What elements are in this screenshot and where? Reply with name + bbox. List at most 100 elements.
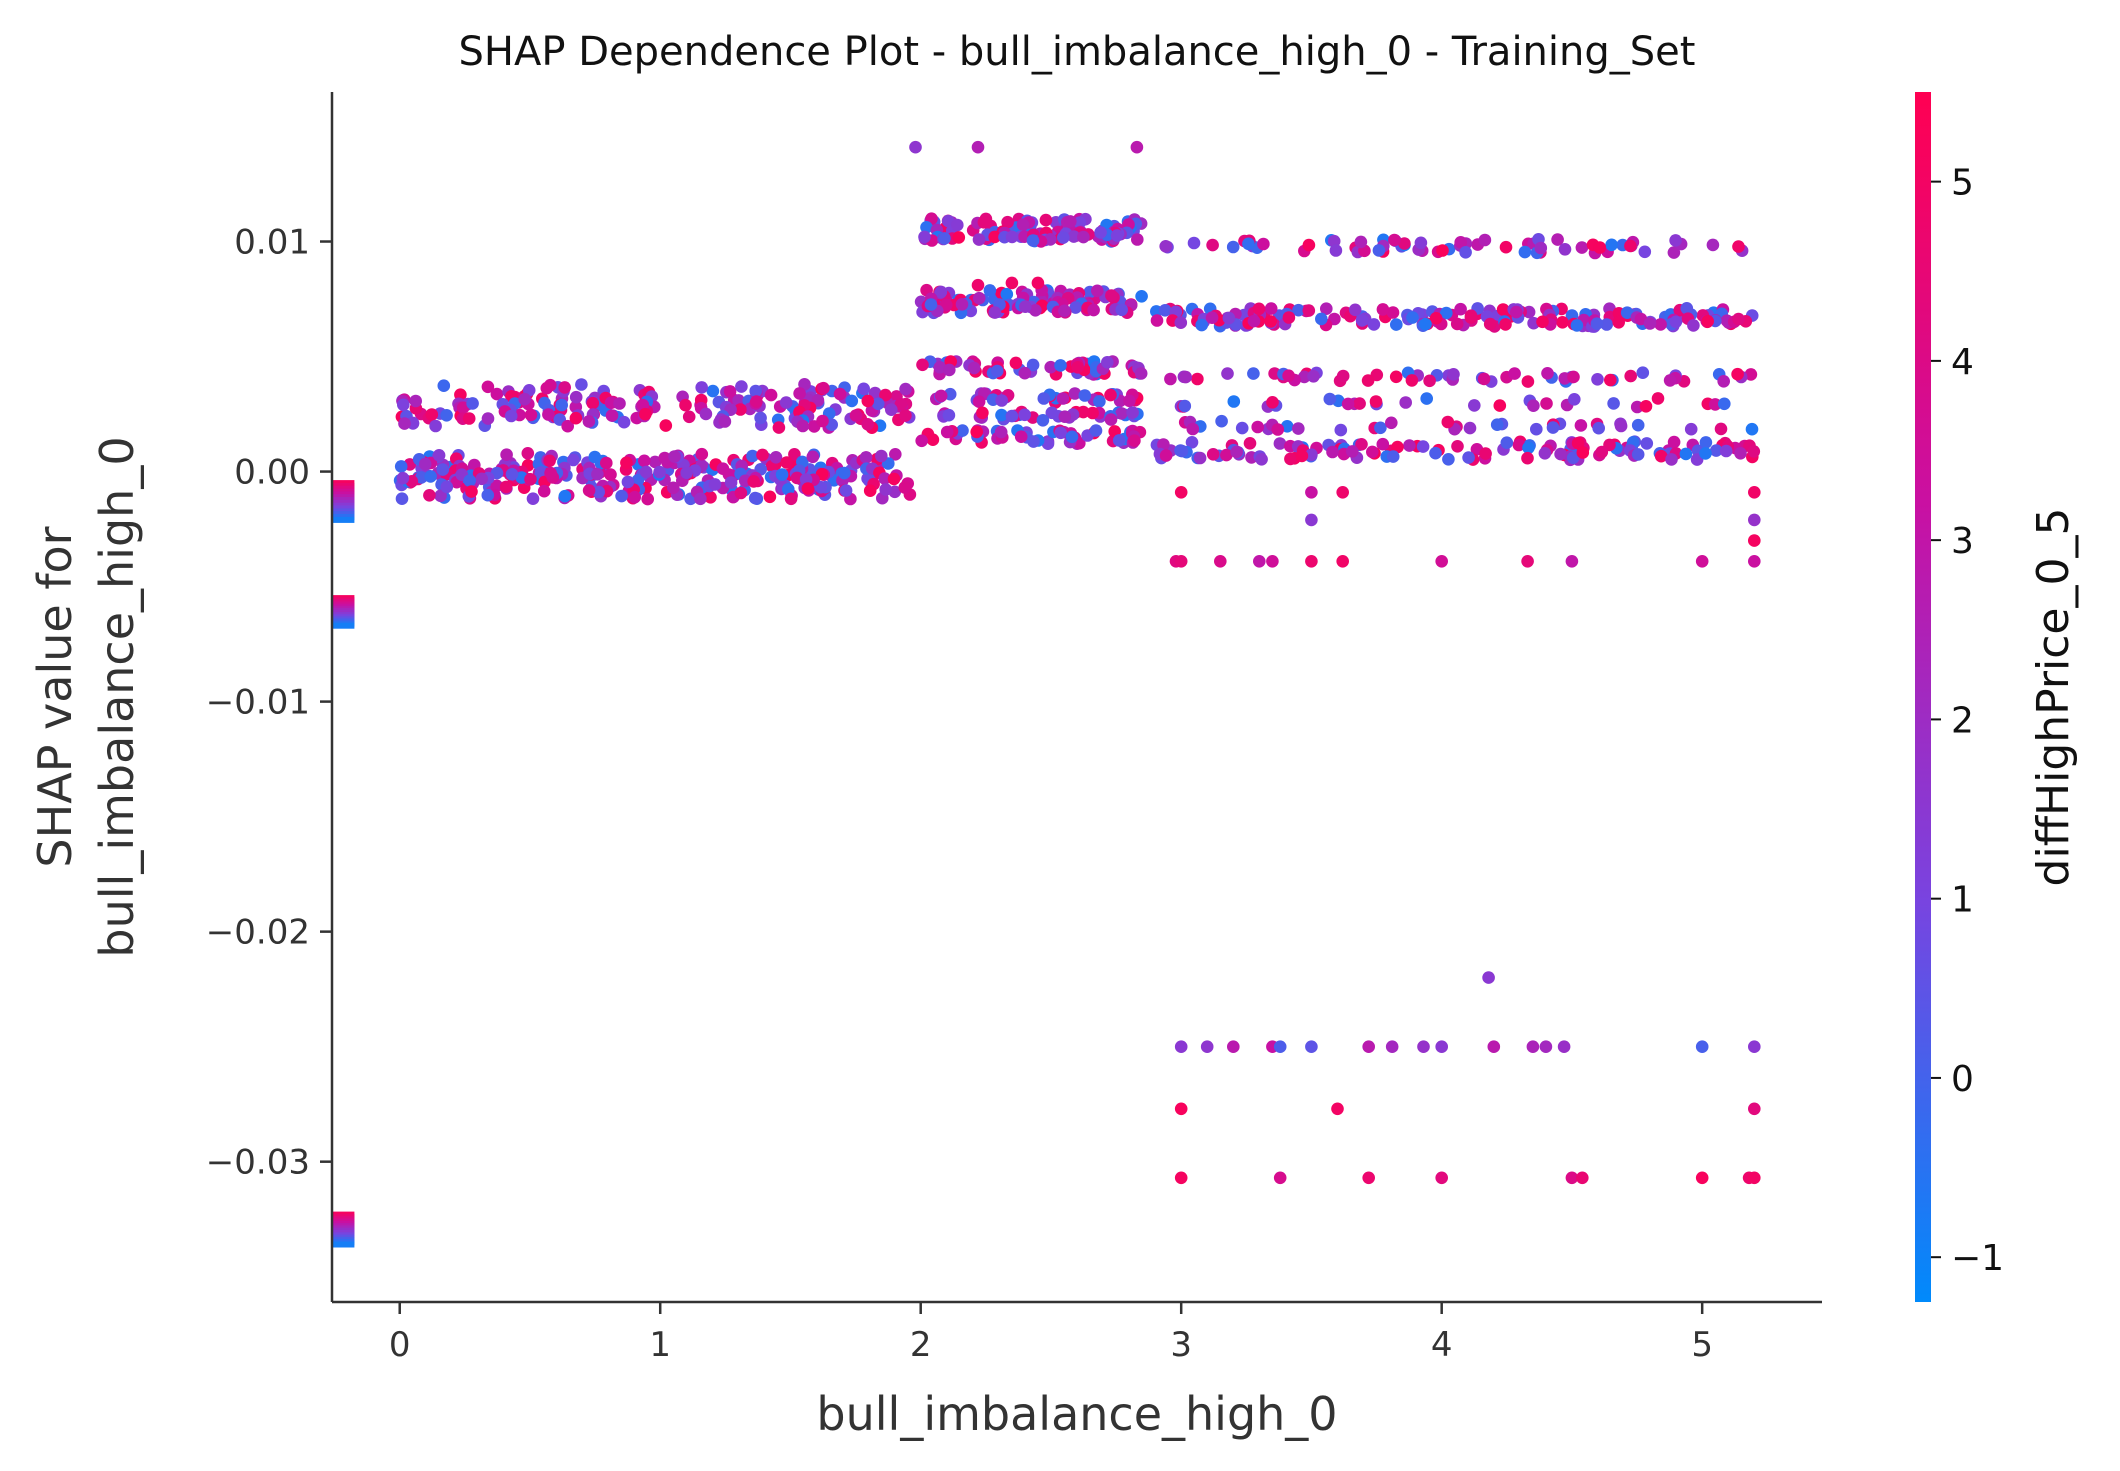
- data-point: [1366, 445, 1379, 459]
- data-point: [592, 485, 605, 499]
- data-point: [1058, 410, 1072, 424]
- data-point: [1005, 276, 1019, 290]
- data-point: [1462, 451, 1475, 464]
- data-point: [1595, 445, 1609, 459]
- data-point: [429, 419, 442, 433]
- data-point: [995, 408, 1008, 422]
- data-point: [615, 489, 628, 503]
- data-point: [977, 216, 991, 229]
- data-point: [1036, 414, 1050, 427]
- data-point: [1403, 439, 1416, 452]
- data-point: [1499, 318, 1512, 331]
- colorbar-tick-label: 2: [1951, 700, 1974, 741]
- data-point: [415, 471, 428, 484]
- data-point: [1037, 392, 1051, 405]
- colorbar-label-group: diffHighPrice_0_5: [2028, 508, 2079, 887]
- data-point: [1157, 438, 1170, 451]
- data-point: [1206, 238, 1219, 252]
- y-tick-label: −0.02: [206, 913, 310, 953]
- data-point: [1251, 420, 1264, 434]
- data-point: [1292, 303, 1305, 317]
- data-point: [1701, 314, 1714, 328]
- data-point: [1292, 422, 1305, 435]
- data-point: [1390, 318, 1403, 331]
- data-point: [1521, 555, 1534, 568]
- data-point: [1709, 444, 1723, 457]
- data-point: [1220, 448, 1233, 462]
- data-point: [1695, 1171, 1709, 1185]
- colorbar-tick-label: 3: [1951, 521, 1974, 562]
- x-tick-label: 0: [389, 1325, 411, 1365]
- data-point: [1420, 392, 1433, 405]
- data-point: [924, 298, 938, 311]
- data-point: [1717, 375, 1730, 388]
- data-point: [1227, 395, 1241, 408]
- data-point: [1031, 276, 1045, 290]
- data-point: [746, 449, 759, 463]
- data-point: [1174, 1102, 1188, 1116]
- data-point: [1640, 437, 1654, 450]
- data-point: [875, 449, 888, 463]
- colorbar-tick-label: 1: [1951, 880, 1974, 921]
- data-point: [518, 392, 531, 406]
- data-point: [695, 447, 709, 461]
- data-point: [1454, 236, 1467, 249]
- x-tick-label: 3: [1170, 1325, 1192, 1365]
- data-point: [1487, 1040, 1501, 1053]
- data-point: [1058, 304, 1071, 318]
- data-point: [1748, 1102, 1761, 1116]
- data-point: [582, 484, 596, 497]
- data-point: [1112, 434, 1126, 447]
- data-point: [1605, 238, 1618, 252]
- data-point: [1101, 356, 1114, 369]
- data-point: [748, 491, 762, 505]
- data-point: [1331, 1102, 1344, 1116]
- data-point: [756, 448, 769, 462]
- data-point: [1323, 392, 1337, 406]
- data-point: [1695, 1040, 1709, 1053]
- data-point: [1450, 317, 1464, 331]
- data-point: [796, 419, 810, 433]
- data-point: [926, 433, 940, 447]
- data-point: [1459, 246, 1472, 259]
- data-point: [543, 454, 556, 468]
- data-point: [1247, 367, 1260, 380]
- data-point: [972, 395, 986, 409]
- data-point: [638, 454, 651, 468]
- data-point: [1447, 368, 1460, 381]
- data-point: [1734, 447, 1747, 460]
- data-point: [1178, 399, 1192, 413]
- data-point: [1131, 233, 1144, 246]
- data-point: [1193, 451, 1207, 465]
- colorbar-tick-label: −1: [1951, 1238, 2004, 1279]
- data-point: [1565, 1171, 1579, 1185]
- missing-value-point: [332, 622, 355, 629]
- data-point: [567, 453, 580, 467]
- data-point: [1654, 449, 1668, 463]
- data-point: [971, 140, 985, 154]
- data-point: [849, 409, 863, 422]
- data-point: [668, 450, 681, 463]
- data-point: [1442, 453, 1455, 466]
- data-point: [658, 451, 671, 465]
- data-point: [1695, 555, 1709, 568]
- data-point: [889, 448, 902, 461]
- data-point: [1416, 440, 1430, 453]
- data-point: [779, 396, 793, 409]
- data-point: [1195, 318, 1208, 332]
- data-point: [1174, 1040, 1188, 1053]
- data-point: [1669, 315, 1683, 329]
- data-point: [747, 475, 760, 488]
- data-point: [1179, 370, 1192, 384]
- data-point: [1440, 306, 1453, 320]
- data-point: [504, 409, 518, 423]
- data-point: [1464, 311, 1478, 324]
- data-point: [1669, 234, 1682, 247]
- data-point: [1612, 316, 1625, 329]
- data-point: [1215, 414, 1228, 428]
- data-point: [1508, 367, 1521, 380]
- data-point: [398, 417, 411, 430]
- data-point: [857, 382, 870, 396]
- data-point: [934, 389, 948, 403]
- data-point: [1327, 234, 1341, 248]
